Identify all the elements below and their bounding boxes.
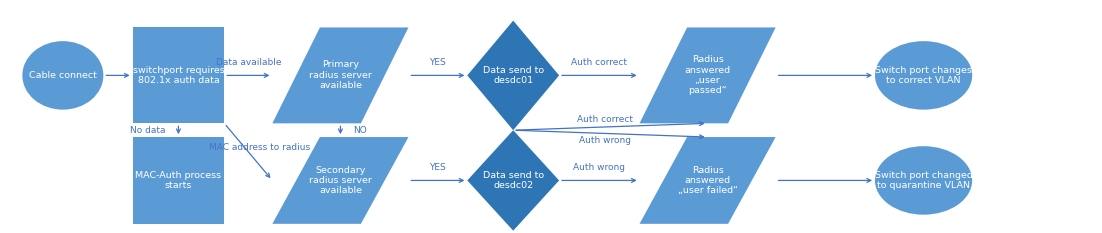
Text: Data available: Data available [216, 58, 281, 67]
Ellipse shape [22, 41, 104, 110]
Text: Radius
answered
„user failed“: Radius answered „user failed“ [678, 165, 737, 195]
Text: switchport requires
802.1x auth data: switchport requires 802.1x auth data [132, 66, 225, 85]
Text: Data send to
desdc02: Data send to desdc02 [483, 171, 543, 190]
Text: Secondary
radius server
available: Secondary radius server available [309, 165, 371, 195]
Ellipse shape [875, 146, 972, 215]
Polygon shape [467, 21, 559, 130]
FancyBboxPatch shape [132, 27, 225, 123]
Polygon shape [467, 130, 559, 231]
Text: Radius
answered
„user
passed“: Radius answered „user passed“ [684, 55, 731, 96]
Text: Auth wrong: Auth wrong [579, 136, 631, 145]
Text: No data: No data [130, 126, 166, 135]
Text: NO: NO [353, 126, 367, 135]
Text: Switch port changes
to correct VLAN: Switch port changes to correct VLAN [875, 66, 972, 85]
Text: Auth wrong: Auth wrong [573, 163, 625, 172]
Text: Data send to
desdc01: Data send to desdc01 [483, 66, 543, 85]
Text: MAC-Auth process
starts: MAC-Auth process starts [136, 171, 222, 190]
Text: Auth correct: Auth correct [577, 115, 633, 124]
Text: Cable connect: Cable connect [29, 71, 97, 80]
Polygon shape [639, 137, 776, 224]
Text: Primary
radius server
available: Primary radius server available [309, 61, 371, 90]
Text: Auth correct: Auth correct [571, 58, 627, 67]
Text: MAC address to radius: MAC address to radius [208, 143, 310, 152]
Text: YES: YES [430, 163, 446, 172]
FancyBboxPatch shape [132, 137, 225, 224]
Polygon shape [272, 27, 409, 123]
Polygon shape [272, 137, 409, 224]
Polygon shape [639, 27, 776, 123]
Text: YES: YES [430, 58, 446, 67]
Text: Switch port changed
to quarantine VLAN: Switch port changed to quarantine VLAN [875, 171, 973, 190]
Ellipse shape [875, 41, 972, 110]
